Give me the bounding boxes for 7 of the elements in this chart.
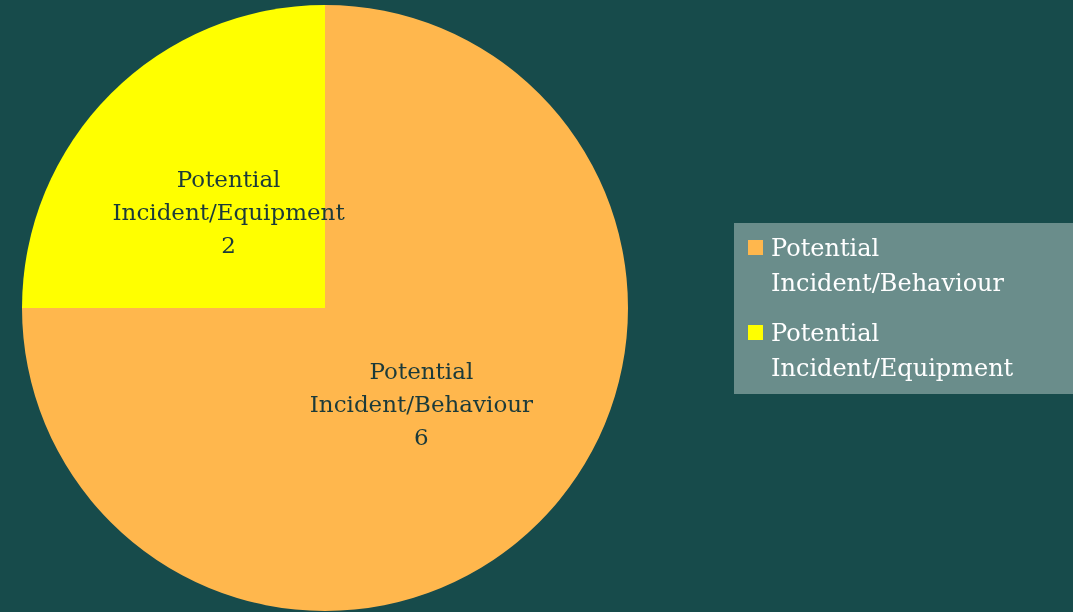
pie-slice bbox=[22, 5, 628, 611]
data-label: 6 bbox=[414, 424, 429, 451]
data-label: 2 bbox=[221, 231, 236, 258]
legend-label: Potential Incident/Behaviour bbox=[771, 234, 1005, 297]
legend-label: Potential Incident/Equipment bbox=[771, 319, 1014, 382]
slice-label: Potential Incident/Behaviour bbox=[309, 358, 534, 418]
slice-label: Potential Incident/Equipment bbox=[112, 165, 346, 225]
